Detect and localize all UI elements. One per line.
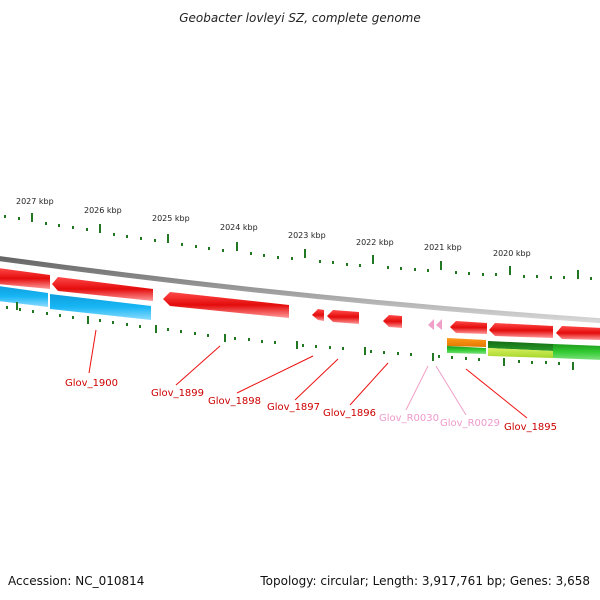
gene-label[interactable]: Glov_1898 [208,396,261,407]
darkgreen-feature[interactable] [488,341,553,351]
kbp-label: 2021 kbp [424,243,462,252]
tick-2023 [304,249,306,258]
tick-2026 [99,224,101,233]
kbp-label: 2024 kbp [220,223,258,232]
gene-labels: Glov_1900 Glov_1899 Glov_1898 Glov_1897 … [65,378,557,433]
kbp-label: 2022 kbp [356,238,394,247]
kbp-label: 2026 kbp [84,206,122,215]
forward-strand-genes [0,268,600,340]
inner-major-ticks [16,302,574,370]
tick-2027 [31,213,33,222]
gene-feature[interactable] [312,309,324,321]
tick-2024 [236,242,238,251]
inner-minor-ticks [6,306,560,365]
tick-2025 [167,234,169,243]
lime-feature[interactable] [488,348,553,358]
leader-lines [88,329,528,419]
tick-2022 [372,255,374,264]
rna-feature[interactable] [436,319,442,330]
kbp-label: 2025 kbp [152,214,190,223]
topology-text: Topology: circular; Length: 3,917,761 bp… [260,574,590,588]
kbp-labels: 2027 kbp 2026 kbp 2025 kbp 2024 kbp 2023… [16,197,531,258]
gene-label[interactable]: Glov_R0029 [440,418,500,429]
gene-label[interactable]: Glov_1897 [267,402,320,413]
tick-2021 [440,261,442,270]
function-track [0,286,600,360]
gene-feature[interactable] [383,315,402,328]
outer-minor-ticks [4,215,592,280]
orange-feature[interactable] [447,338,486,347]
kbp-label: 2020 kbp [493,249,531,258]
gene-label[interactable]: Glov_1899 [151,388,204,399]
map-title: Geobacter lovleyi SZ, complete genome [179,11,421,25]
tick-2019 [577,270,579,279]
gene-label[interactable]: Glov_R0030 [379,413,439,424]
gene-feature[interactable] [52,277,153,301]
green-feature[interactable] [447,346,486,354]
gene-label[interactable]: Glov_1900 [65,378,118,389]
gene-feature[interactable] [327,310,359,324]
accession-text: Accession: NC_010814 [8,574,145,588]
green-feature[interactable] [553,344,600,360]
gene-feature[interactable] [489,323,553,338]
gene-feature[interactable] [450,321,487,334]
gene-feature[interactable] [0,268,50,289]
outer-major-ticks [31,213,579,279]
gene-label[interactable]: Glov_1896 [323,408,376,419]
rna-feature[interactable] [428,319,434,330]
gene-label[interactable]: Glov_1895 [504,422,557,433]
blue-feature[interactable] [0,286,48,307]
genome-backbone [0,256,600,324]
blue-feature[interactable] [50,294,151,320]
tick-2020 [509,266,511,275]
gene-feature[interactable] [556,326,600,340]
gene-feature[interactable] [163,292,289,318]
kbp-label: 2023 kbp [288,231,326,240]
kbp-label: 2027 kbp [16,197,54,206]
